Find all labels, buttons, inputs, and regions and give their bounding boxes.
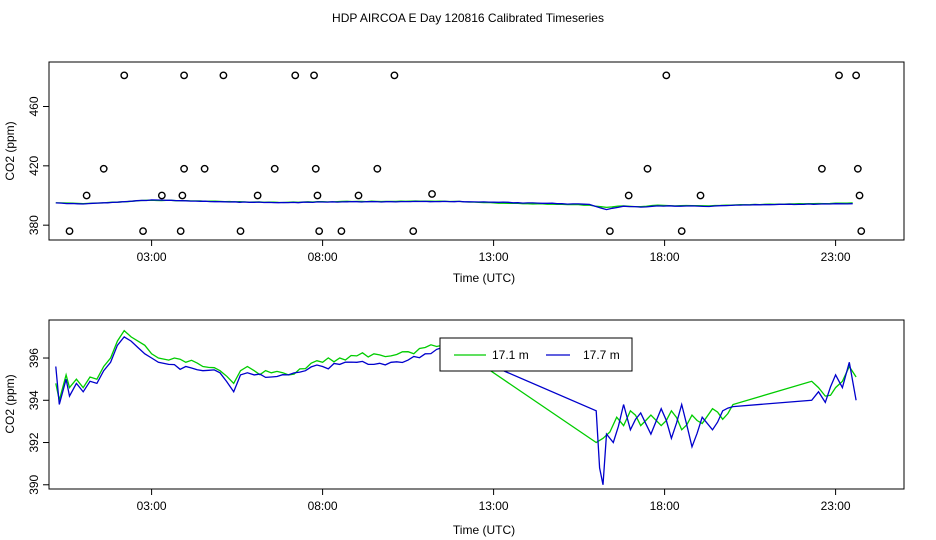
- y-tick-label: 460: [27, 96, 41, 116]
- x-tick-label: 13:00: [479, 250, 509, 264]
- x-axis-label-bottom: Time (UTC): [453, 523, 515, 537]
- data-point: [852, 71, 861, 80]
- x-axis-bottom: 03:00 08:00 13:00 18:00 23:00: [137, 489, 851, 513]
- y-axis-top: 380 420 460: [27, 96, 49, 235]
- y-tick-label: 420: [27, 156, 41, 176]
- y-tick-label: 392: [27, 432, 41, 452]
- data-point: [253, 191, 262, 200]
- series-group-top: [55, 199, 853, 211]
- x-tick-label: 13:00: [479, 499, 509, 513]
- data-point: [200, 164, 209, 173]
- data-point: [677, 227, 686, 236]
- plot-frame-bottom: [48, 319, 905, 490]
- data-point: [178, 191, 187, 200]
- x-tick-label: 23:00: [821, 250, 851, 264]
- data-point: [219, 71, 228, 80]
- data-point: [311, 164, 320, 173]
- x-tick-label: 08:00: [308, 250, 338, 264]
- x-axis-top: 03:00 08:00 13:00 18:00 23:00: [137, 240, 851, 264]
- legend: 17.1 m 17.7 m: [439, 337, 633, 372]
- data-point: [99, 164, 108, 173]
- x-tick-label: 18:00: [650, 499, 680, 513]
- y-axis-label-top: CO2 (ppm): [3, 121, 17, 180]
- data-point: [818, 164, 826, 173]
- data-point: [337, 227, 346, 236]
- data-point: [157, 191, 166, 200]
- series-group-bottom: [55, 329, 857, 485]
- legend-label-green: 17.1 m: [492, 348, 529, 362]
- data-point: [270, 164, 279, 173]
- x-tick-label: 23:00: [821, 499, 851, 513]
- data-point: [65, 227, 74, 236]
- data-point: [180, 71, 188, 80]
- data-point: [853, 164, 862, 173]
- data-point: [428, 190, 436, 198]
- data-point: [310, 71, 318, 80]
- x-tick-label: 03:00: [137, 250, 167, 264]
- data-point: [605, 227, 614, 236]
- data-point: [409, 227, 418, 236]
- data-point: [390, 71, 399, 80]
- x-axis-label-top: Time (UTC): [453, 271, 515, 285]
- data-point: [139, 227, 147, 236]
- data-point: [373, 164, 382, 173]
- series-line-green: [55, 329, 857, 444]
- data-point: [696, 191, 705, 200]
- data-point: [236, 227, 245, 236]
- data-point: [82, 191, 91, 200]
- legend-label-blue: 17.7 m: [583, 348, 620, 362]
- data-point: [180, 164, 188, 173]
- series-line-blue: [55, 199, 853, 211]
- data-point: [291, 71, 300, 80]
- y-tick-label: 394: [27, 390, 41, 410]
- data-point: [315, 227, 324, 236]
- series-line-blue: [55, 336, 857, 485]
- data-point: [176, 227, 185, 236]
- data-point: [354, 191, 363, 200]
- data-point: [120, 71, 129, 80]
- data-point: [662, 71, 671, 80]
- y-tick-label: 390: [27, 474, 41, 494]
- data-point: [643, 164, 652, 173]
- y-axis-bottom: 390 392 394 396: [27, 348, 49, 495]
- data-point: [857, 227, 866, 236]
- data-point: [855, 191, 864, 200]
- x-tick-label: 03:00: [137, 499, 167, 513]
- y-tick-label: 396: [27, 348, 41, 368]
- y-tick-label: 380: [27, 215, 41, 235]
- data-point: [835, 71, 843, 80]
- chart-title: HDP AIRCOA E Day 120816 Calibrated Times…: [332, 11, 604, 25]
- x-tick-label: 18:00: [650, 250, 680, 264]
- plot-frame-top: [48, 61, 905, 241]
- y-axis-label-bottom: CO2 (ppm): [3, 374, 17, 433]
- panel-bottom: 03:00 08:00 13:00 18:00 23:00 390 392 394 396 T…: [3, 319, 905, 537]
- scatter-group-top: [65, 71, 866, 236]
- x-tick-label: 08:00: [308, 499, 338, 513]
- data-point: [313, 191, 322, 200]
- panel-top: 03:00 08:00 13:00 18:00 23:00 380 420 460 Time…: [3, 61, 905, 285]
- data-point: [624, 191, 633, 200]
